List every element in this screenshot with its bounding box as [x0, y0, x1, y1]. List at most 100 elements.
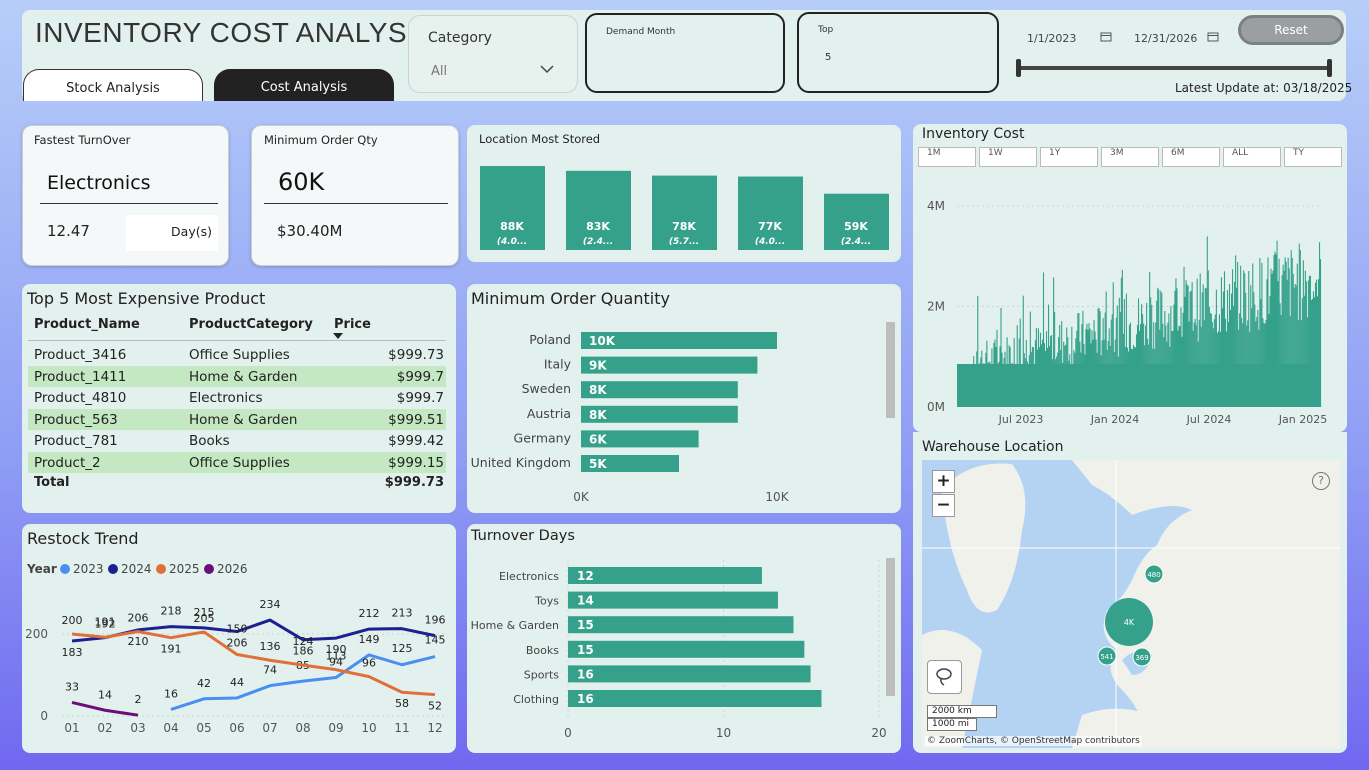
series-line-2026[interactable]	[71, 701, 139, 717]
bar-sub-label: (2.4...	[583, 237, 613, 247]
turnover-panel: Turnover Days Electronics 12 Toys 14 Home & …	[467, 524, 901, 753]
x-tick-label: 09	[328, 721, 343, 735]
series-line-2023[interactable]	[170, 653, 436, 711]
turnover-bar[interactable]	[568, 640, 805, 658]
data-label: 215	[194, 606, 215, 619]
reset-button[interactable]: Reset	[1238, 15, 1344, 45]
tab-cost-analysis[interactable]: Cost Analysis	[214, 69, 394, 101]
legend-label: 2023	[73, 562, 104, 576]
category-slicer[interactable]: Category All	[408, 15, 578, 93]
inventory-cost-series[interactable]	[957, 236, 1322, 407]
min-order-bar[interactable]	[581, 455, 679, 472]
map-cluster-4k[interactable]: 4K	[1105, 598, 1153, 646]
scrollbar[interactable]	[886, 558, 895, 696]
location-title: Location Most Stored	[479, 132, 601, 146]
column-header[interactable]: Price	[334, 317, 371, 332]
table-row[interactable]: Product_4810 Electronics $999.7	[28, 387, 446, 408]
location-bar[interactable]	[652, 175, 717, 250]
tab-stock-analysis[interactable]: Stock Analysis	[23, 69, 203, 101]
location-bar[interactable]	[824, 193, 889, 250]
category-label: Toys	[534, 595, 559, 608]
demand-month-slicer[interactable]: Demand Month	[585, 13, 785, 93]
range-button-1y[interactable]: 1Y	[1040, 147, 1098, 167]
table-row[interactable]: Product_563 Home & Garden $999.51	[28, 408, 446, 430]
data-label: 206	[227, 637, 248, 650]
calendar-icon[interactable]	[1207, 31, 1219, 42]
table-row[interactable]: Product_781 Books $999.42	[28, 430, 446, 451]
turnover-bar[interactable]	[568, 665, 811, 683]
column-header[interactable]: Product_Name	[34, 317, 140, 332]
bar-sub-label: (4.0...	[755, 237, 785, 247]
map-attribution[interactable]: © ZoomCharts, © OpenStreetMap contributo…	[925, 736, 1142, 746]
bar-sub-label: (5.7...	[669, 237, 699, 247]
column-header[interactable]: ProductCategory	[189, 317, 313, 332]
min-order-bar[interactable]	[581, 356, 758, 374]
range-button-6m[interactable]: 6M	[1162, 147, 1220, 167]
zoom-in-button[interactable]: +	[932, 470, 955, 493]
top-label: Top	[818, 25, 834, 35]
data-label: 44	[230, 676, 244, 689]
turnover-bar[interactable]	[568, 591, 778, 609]
turnover-days-value: 12.47	[47, 222, 90, 240]
scrollbar[interactable]	[886, 322, 895, 418]
zoom-out-button[interactable]: −	[932, 494, 955, 517]
table-row[interactable]: Product_2 Office Supplies $999.15	[28, 452, 446, 473]
data-label: 213	[392, 607, 413, 620]
range-button-all[interactable]: ALL	[1223, 147, 1281, 167]
slider-handle-start[interactable]	[1016, 59, 1021, 77]
date-range-slider[interactable]	[1018, 66, 1330, 70]
range-button-1w[interactable]: 1W	[979, 147, 1037, 167]
turnover-bar[interactable]	[568, 690, 822, 707]
min-order-chart-panel: Minimum Order Quantity Poland 10K Italy 9K S…	[467, 284, 901, 513]
range-button-1m[interactable]: 1M	[918, 147, 976, 167]
range-button-ty[interactable]: TY	[1284, 147, 1342, 167]
turnover-bar[interactable]	[568, 616, 794, 634]
min-order-bar[interactable]	[581, 430, 699, 448]
min-order-bar[interactable]	[581, 405, 738, 423]
calendar-icon[interactable]	[1100, 31, 1112, 42]
category-label: Home & Garden	[471, 619, 559, 632]
data-label: 206	[128, 612, 149, 625]
map-cluster-541[interactable]: 541	[1097, 646, 1117, 666]
table-row[interactable]: Product_3416 Office Supplies $999.73	[28, 344, 446, 365]
date-start-input[interactable]: 1/1/2023	[1020, 28, 1120, 48]
top-n-slicer[interactable]: Top 5	[797, 12, 999, 93]
sort-desc-icon[interactable]	[333, 333, 343, 340]
category-label: Clothing	[513, 693, 559, 706]
warehouse-map[interactable]: 480 4K 541 369	[922, 460, 1340, 748]
data-label: 52	[428, 700, 442, 713]
bar-sub-label: (4.0...	[497, 237, 527, 247]
lasso-icon	[936, 668, 952, 686]
table-row[interactable]: Product_1411 Home & Garden $999.7	[28, 365, 446, 387]
min-order-bar[interactable]	[581, 332, 777, 349]
location-bar[interactable]	[738, 176, 803, 250]
slider-handle-end[interactable]	[1327, 59, 1332, 77]
series-line-2025[interactable]	[71, 630, 436, 697]
legend-marker	[204, 564, 214, 574]
map-cluster-369[interactable]: 369	[1132, 647, 1152, 667]
legend-marker	[156, 564, 166, 574]
data-label: 196	[425, 614, 446, 627]
category-value: All	[431, 64, 448, 79]
location-bar[interactable]	[480, 166, 545, 250]
legend-item-2026[interactable]: 2026	[204, 562, 248, 576]
category-label: Category	[428, 30, 492, 46]
date-end-input[interactable]: 12/31/2026	[1127, 28, 1227, 48]
data-label: 124	[293, 635, 314, 648]
map-cluster-480[interactable]: 480	[1144, 564, 1164, 584]
y-tick-label: 4M	[927, 199, 945, 213]
legend-item-2024[interactable]: 2024	[108, 562, 152, 576]
total-value: $999.73	[384, 475, 444, 490]
range-button-3m[interactable]: 3M	[1101, 147, 1159, 167]
lasso-button[interactable]	[927, 660, 962, 694]
series-line-2024[interactable]	[71, 618, 436, 643]
data-label: 136	[260, 640, 281, 653]
category-label: Italy	[544, 357, 572, 372]
turnover-bar[interactable]	[568, 567, 762, 584]
legend-item-2025[interactable]: 2025	[156, 562, 200, 576]
top-value-input[interactable]: 5	[825, 52, 832, 63]
location-bar[interactable]	[566, 170, 631, 250]
legend-item-2023[interactable]: 2023	[60, 562, 104, 576]
min-order-bar[interactable]	[581, 381, 738, 399]
help-icon[interactable]: ?	[1312, 472, 1330, 490]
